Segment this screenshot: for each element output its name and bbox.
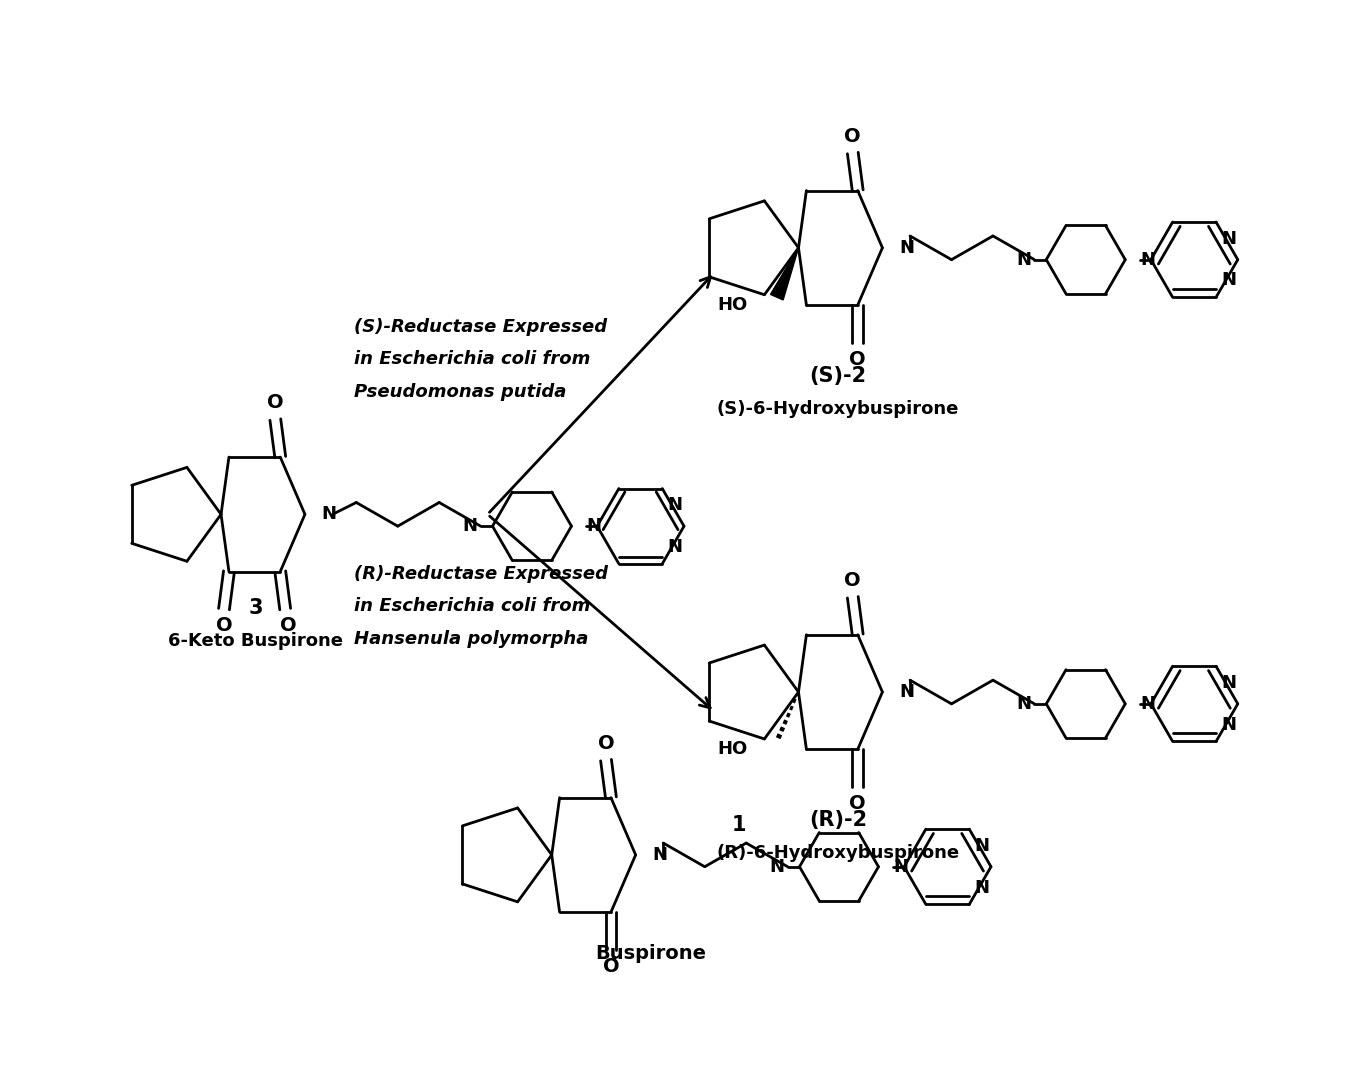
Text: O: O [850, 350, 866, 369]
Text: (R)-6-Hydroxybuspirone: (R)-6-Hydroxybuspirone [717, 844, 959, 862]
Text: Buspirone: Buspirone [595, 944, 706, 964]
Text: O: O [844, 126, 860, 146]
Text: 1: 1 [732, 816, 747, 835]
Text: N: N [899, 238, 914, 257]
Text: O: O [216, 616, 233, 636]
Text: 3: 3 [249, 598, 263, 618]
Text: N: N [893, 858, 908, 876]
Text: in Escherichia coli from: in Escherichia coli from [354, 351, 591, 368]
Text: (S)-Reductase Expressed: (S)-Reductase Expressed [354, 318, 607, 336]
Text: N: N [1222, 715, 1237, 734]
Text: N: N [1222, 230, 1237, 248]
Text: Hansenula polymorpha: Hansenula polymorpha [354, 630, 588, 647]
Text: N: N [1222, 674, 1237, 692]
Text: N: N [587, 517, 602, 535]
Text: N: N [1140, 250, 1155, 269]
Text: HO: HO [717, 296, 747, 314]
Text: in Escherichia coli from: in Escherichia coli from [354, 597, 591, 615]
Text: N: N [668, 496, 683, 515]
Text: N: N [1222, 272, 1237, 289]
Text: N: N [974, 878, 989, 897]
Text: N: N [974, 837, 989, 855]
Text: N: N [1016, 695, 1031, 713]
Text: N: N [770, 858, 785, 876]
Text: HO: HO [717, 740, 747, 759]
Text: (R)-2: (R)-2 [808, 810, 867, 831]
Text: N: N [899, 683, 914, 701]
Text: N: N [462, 517, 477, 535]
Text: Pseudomonas putida: Pseudomonas putida [354, 383, 566, 401]
Polygon shape [770, 248, 799, 300]
Text: N: N [321, 505, 337, 523]
Text: O: O [603, 957, 620, 975]
Text: O: O [598, 734, 614, 753]
Text: N: N [653, 846, 668, 864]
Text: (R)-Reductase Expressed: (R)-Reductase Expressed [354, 564, 609, 583]
Text: N: N [1016, 250, 1031, 269]
Text: 6-Keto Buspirone: 6-Keto Buspirone [168, 631, 343, 650]
Text: O: O [267, 393, 283, 412]
Text: (S)-2: (S)-2 [810, 366, 866, 386]
Text: O: O [844, 571, 860, 590]
Text: (S)-6-Hydroxybuspirone: (S)-6-Hydroxybuspirone [717, 399, 959, 418]
Text: O: O [280, 616, 297, 636]
Text: N: N [668, 538, 683, 556]
Text: O: O [850, 794, 866, 814]
Text: N: N [1140, 695, 1155, 713]
